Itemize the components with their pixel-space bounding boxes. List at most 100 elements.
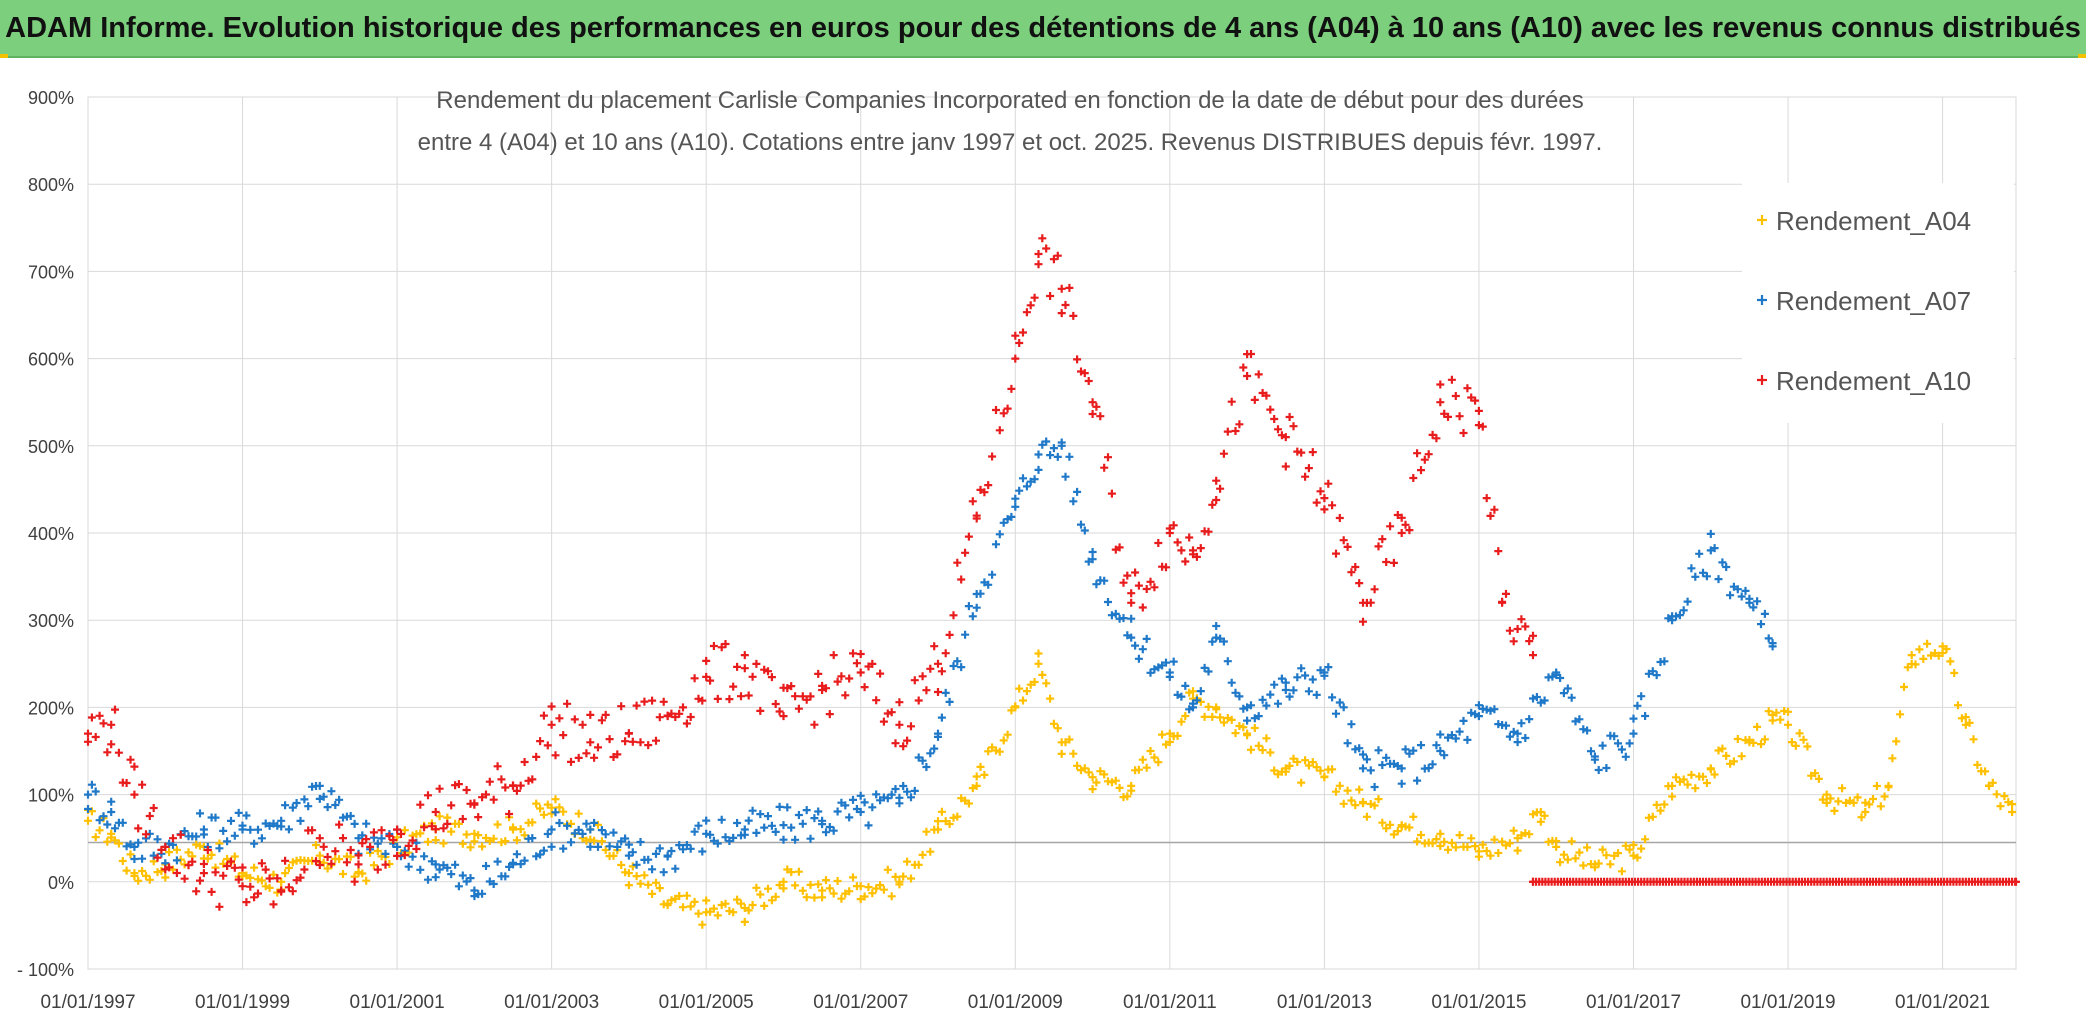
data-point-fill [161, 873, 170, 882]
data-point-fill [169, 840, 177, 849]
x-tick-label: 01/01/1997 [40, 992, 135, 1013]
data-point-fill [1521, 829, 1530, 838]
legend-label: Rendement_A04 [1776, 206, 1971, 236]
data-point-fill [922, 763, 931, 771]
data-point-fill [1189, 687, 1197, 696]
data-point-fill [1092, 402, 1101, 411]
data-point-fill [1274, 425, 1282, 434]
data-point-fill [1123, 792, 1132, 801]
data-point-fill [1277, 431, 1286, 440]
data-point-fill [586, 835, 595, 844]
data-point-fill [404, 862, 413, 871]
data-point-fill [1092, 580, 1101, 589]
data-point-fill [1169, 521, 1178, 530]
data-point-fill [1111, 609, 1120, 618]
data-point-fill [1042, 437, 1051, 446]
data-point-fill [1556, 674, 1565, 682]
data-point-fill [424, 791, 432, 800]
data-point-fill [992, 406, 1000, 414]
data-point-fill [1965, 718, 1974, 727]
data-point-fill [134, 838, 143, 847]
data-point-fill [624, 840, 633, 849]
data-point-fill [1304, 464, 1313, 473]
y-tick-label: 300% [28, 611, 74, 631]
data-point-fill [1505, 839, 1514, 848]
data-point-fill [288, 803, 297, 812]
data-point-fill [250, 839, 259, 848]
data-point-fill [671, 864, 680, 873]
data-point-fill [412, 845, 421, 853]
data-point-fill [1254, 741, 1263, 750]
data-point-fill [992, 540, 1000, 549]
data-point-fill [976, 589, 985, 598]
data-point-fill [431, 836, 440, 845]
data-point-fill [1092, 778, 1101, 787]
data-point-fill [1038, 234, 1047, 243]
data-point-fill [424, 875, 432, 884]
data-point-fill [1614, 739, 1622, 748]
data-point-fill [1641, 712, 1650, 720]
data-point-fill [138, 854, 147, 863]
data-point-fill [1297, 778, 1306, 787]
data-point [779, 821, 788, 830]
data-point-fill [559, 844, 568, 853]
data-point-fill [281, 856, 290, 865]
data-point-fill [1583, 726, 1592, 735]
data-point-fill [1764, 707, 1773, 716]
data-point-fill [1888, 754, 1897, 763]
data-point-fill [1277, 674, 1286, 683]
data-point-fill [482, 862, 490, 870]
data-point-fill [145, 812, 154, 820]
data-point-fill [443, 819, 452, 828]
data-point-fill [1672, 773, 1680, 782]
data-point-fill [1328, 693, 1337, 702]
data-point-fill [346, 846, 355, 854]
data-point-fill [1204, 527, 1213, 536]
data-point-fill [856, 650, 865, 658]
data-point-fill [895, 793, 904, 802]
data-point-fill [1428, 760, 1437, 769]
data-point-fill [686, 844, 695, 853]
data-point-fill [814, 807, 823, 816]
data-point-fill [872, 696, 881, 705]
data-point-fill [1436, 842, 1445, 850]
data-point-fill [1007, 706, 1016, 715]
data-point-fill [748, 901, 757, 909]
data-point-fill [1208, 500, 1217, 509]
data-point-fill [246, 882, 255, 891]
data-point-fill [702, 656, 711, 665]
data-point-fill [621, 834, 630, 843]
data-point-fill [1745, 594, 1754, 603]
data-point-fill [945, 630, 954, 639]
data-point-fill [1107, 489, 1116, 498]
data-point-fill [257, 876, 266, 885]
data-point-fill [679, 703, 687, 712]
data-point-fill [2008, 800, 2017, 809]
data-point-fill [1073, 761, 1082, 770]
data-point-fill [342, 858, 351, 867]
data-point-fill [659, 868, 668, 877]
data-point-fill [613, 842, 622, 851]
data-point-fill [903, 787, 912, 796]
data-point [84, 790, 92, 799]
data-point-fill [138, 780, 147, 789]
data-point-fill [1532, 808, 1541, 817]
data-point-fill [1046, 451, 1055, 460]
data-point-fill [95, 816, 104, 825]
data-point-fill [1034, 649, 1043, 658]
data-point-fill [1332, 787, 1340, 796]
data-point-fill [594, 743, 602, 752]
data-point-fill [400, 851, 409, 860]
data-point-fill [1370, 783, 1379, 791]
legend-label: Rendement_A07 [1776, 286, 1971, 316]
data-point-fill [791, 881, 800, 890]
data-point-fill [327, 787, 336, 796]
data-point-fill [771, 892, 780, 901]
data-point-fill [976, 762, 985, 771]
data-point-fill [1335, 514, 1344, 522]
data-point-fill [1223, 657, 1232, 666]
data-point-fill [1378, 818, 1387, 827]
data-point-fill [825, 884, 834, 893]
data-point-fill [694, 909, 703, 918]
data-point-fill [980, 488, 989, 497]
